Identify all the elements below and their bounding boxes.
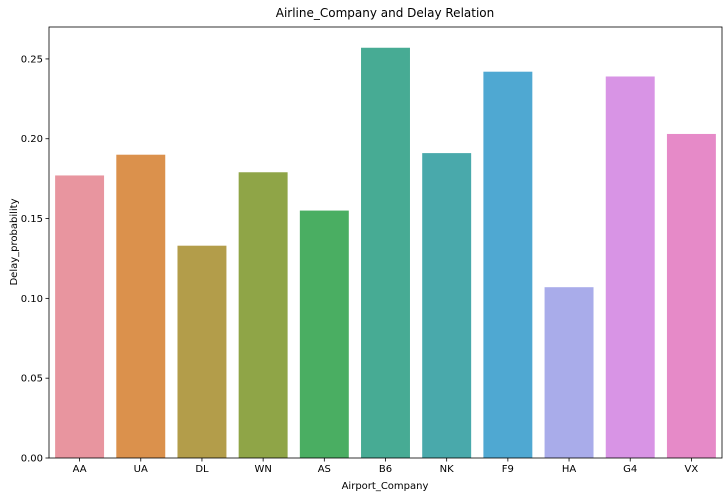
y-tick-label: 0.20 bbox=[21, 134, 43, 145]
x-tick-label: G4 bbox=[623, 464, 637, 475]
x-tick-label: B6 bbox=[379, 464, 392, 475]
bar-g4 bbox=[605, 76, 655, 459]
x-tick-label: VX bbox=[685, 464, 699, 475]
bar-aa bbox=[55, 175, 105, 458]
bar-f9 bbox=[483, 71, 533, 459]
x-tick-label: AA bbox=[73, 464, 87, 475]
bar-nk bbox=[422, 153, 472, 458]
x-axis-label: Airport_Company bbox=[342, 481, 429, 492]
bar-wn bbox=[238, 172, 288, 458]
x-tick-label: DL bbox=[195, 464, 209, 475]
chart-title: Airline_Company and Delay Relation bbox=[276, 6, 495, 20]
bar-ha bbox=[544, 287, 594, 458]
bar-ua bbox=[116, 154, 166, 458]
x-axis: AA UA DL WN AS B6 NK F9 HA G4 VX bbox=[73, 458, 699, 475]
plot-frame bbox=[48, 26, 723, 459]
x-tick-label: UA bbox=[134, 464, 148, 475]
x-tick-label: WN bbox=[254, 464, 271, 475]
bar-as bbox=[299, 210, 349, 458]
y-axis-label: Delay_probability bbox=[9, 198, 20, 285]
y-tick-label: 0.10 bbox=[21, 294, 43, 305]
bar-dl bbox=[177, 245, 227, 458]
x-tick-label: F9 bbox=[502, 464, 514, 475]
bar-vx bbox=[666, 133, 716, 459]
bars-group bbox=[55, 47, 716, 459]
bar-b6 bbox=[361, 47, 410, 458]
y-tick-label: 0.25 bbox=[21, 54, 43, 65]
x-tick-label: HA bbox=[562, 464, 577, 475]
y-tick-label: 0.05 bbox=[21, 374, 43, 385]
y-tick-label: 0.15 bbox=[21, 214, 43, 225]
x-tick-label: NK bbox=[440, 464, 454, 475]
x-tick-label: AS bbox=[318, 464, 331, 475]
y-axis: 0.00 0.05 0.10 0.15 0.20 0.25 bbox=[21, 54, 49, 465]
y-tick-label: 0.00 bbox=[21, 454, 43, 465]
